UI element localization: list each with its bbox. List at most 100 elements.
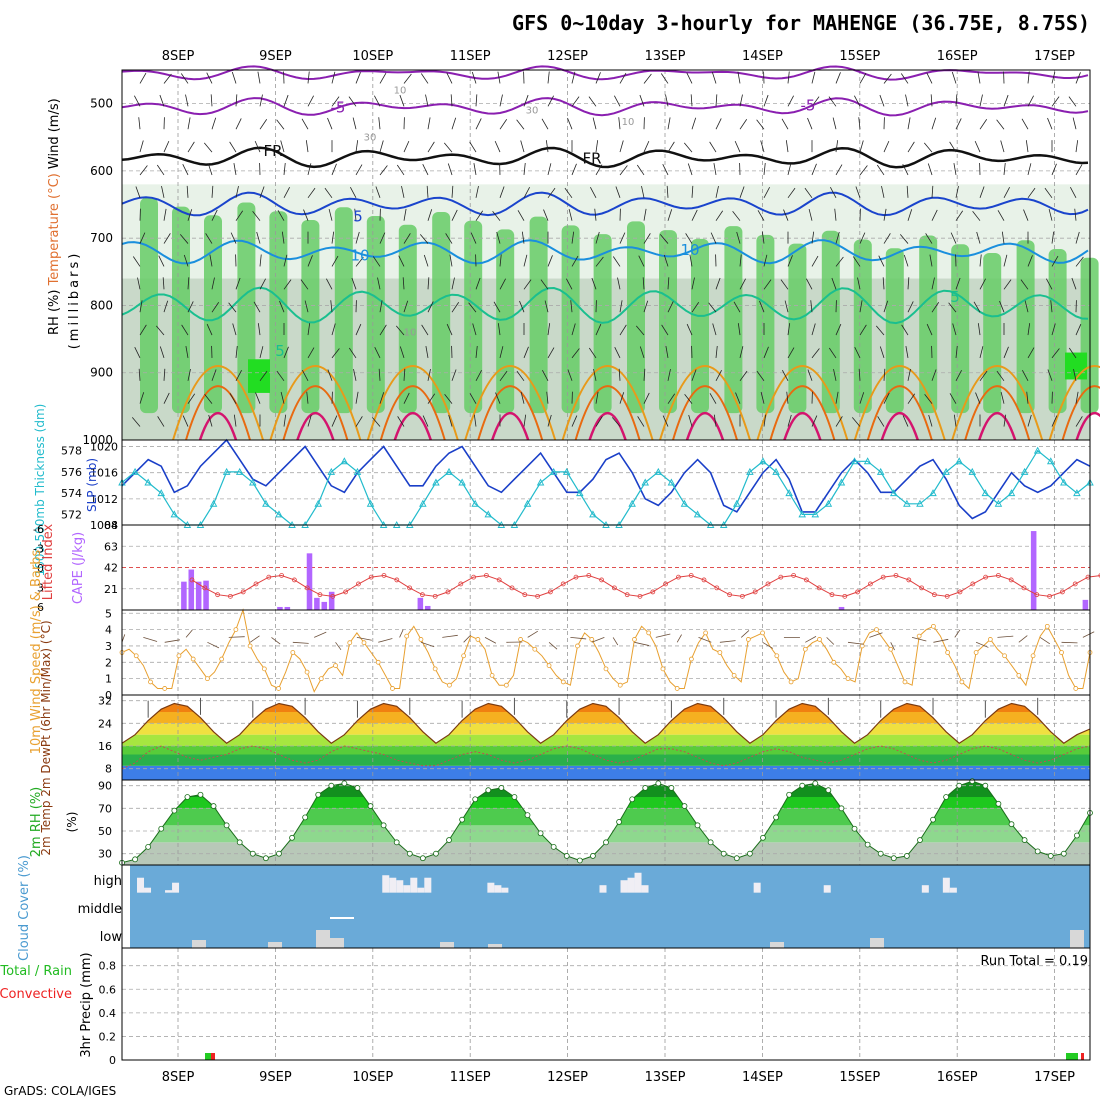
wind-barb <box>547 347 555 359</box>
wind-barb <box>807 117 813 130</box>
wind-speed-point <box>788 679 794 685</box>
wind-speed-point <box>347 640 353 646</box>
rh-point <box>668 785 675 791</box>
wind-speed-point <box>176 653 182 659</box>
rh-point <box>406 850 413 857</box>
wind-barb <box>547 187 556 199</box>
rh-point <box>616 819 622 825</box>
wind-speed-point <box>290 650 296 655</box>
rh-green-column <box>269 211 288 414</box>
temp-contour-darkorange <box>769 385 836 441</box>
wind-barb <box>684 393 693 404</box>
wind-barb <box>1026 391 1029 404</box>
wind-barb <box>331 96 340 107</box>
wind-speed-point <box>233 627 239 633</box>
rh-point <box>629 796 636 803</box>
temp-contour-pink <box>1075 411 1100 441</box>
wind-barb <box>211 369 217 381</box>
wind-barb <box>955 210 964 221</box>
wind-barb <box>547 163 552 176</box>
wind-barb <box>259 254 262 267</box>
wind-barb <box>811 231 815 244</box>
wind-barb <box>667 277 670 290</box>
cloud-low-bar <box>770 942 784 948</box>
lifted-index-point <box>752 589 758 595</box>
wind-barb <box>782 370 789 381</box>
wind-barb <box>1068 347 1077 359</box>
wind-barb <box>787 414 792 427</box>
wind-barb <box>953 163 957 176</box>
wind-barb <box>1075 416 1083 427</box>
rh-point <box>511 794 518 800</box>
rh-point <box>171 807 178 814</box>
wind-barb <box>926 323 933 336</box>
wind-barb <box>547 255 553 267</box>
wind-barb <box>283 279 292 290</box>
wind-barb <box>933 638 949 643</box>
wind-barb <box>484 637 497 644</box>
wind-speed-point <box>475 637 481 642</box>
wind-barb <box>161 185 165 198</box>
wind-barb <box>567 117 573 130</box>
wind-barb <box>259 278 266 290</box>
wind-barb <box>355 416 363 427</box>
wind-speed-point <box>874 627 879 633</box>
wind-barb <box>955 277 961 290</box>
temp-contour-orange <box>561 365 654 441</box>
wind-barb <box>835 140 839 153</box>
date-label: 16SEP <box>937 49 978 64</box>
wind-barb <box>847 641 864 645</box>
wind-barb <box>907 277 910 290</box>
rh-point <box>433 850 439 857</box>
wind-barb <box>665 94 669 107</box>
wind-barb <box>473 414 477 427</box>
lifted-index-point <box>202 585 208 591</box>
wind-barb <box>811 415 818 427</box>
wind-barb <box>826 637 835 645</box>
wind-barb <box>499 370 508 382</box>
wind-barb <box>927 163 933 176</box>
date-label: 13SEP <box>645 1070 686 1085</box>
wind-barb <box>331 348 340 359</box>
wind-barb <box>595 416 603 427</box>
rh-point <box>315 791 322 798</box>
rh-green-column <box>140 197 158 414</box>
wind-barb <box>685 233 693 244</box>
cape-bar <box>277 606 283 610</box>
cloud-high-bar <box>424 877 432 893</box>
wind-barb <box>851 417 861 427</box>
wind-barb <box>355 72 361 84</box>
wind-barb <box>228 302 237 313</box>
wind-barb <box>787 163 792 176</box>
thickness-marker <box>916 499 924 507</box>
wind-barb <box>830 187 837 199</box>
y-tick-label: 600 <box>90 164 113 178</box>
wind-barb <box>619 300 623 313</box>
wind-barb <box>470 232 477 244</box>
wind-barb <box>1044 187 1053 199</box>
wind-barb <box>496 231 501 244</box>
lifted-index-point <box>612 585 617 591</box>
wind-barb <box>660 73 669 84</box>
thickness-marker <box>235 467 244 475</box>
wind-speed-point <box>390 686 395 691</box>
wind-barb <box>139 72 147 84</box>
wind-barb <box>233 163 237 176</box>
wind-barb <box>324 187 333 199</box>
wind-barb <box>828 347 837 359</box>
wind-barb <box>379 324 387 336</box>
wind-barb <box>527 630 538 638</box>
wind-barb <box>499 254 502 267</box>
temp-contour-darkorange <box>672 385 738 441</box>
wind-barb <box>492 210 501 221</box>
y-tick-label: 0 <box>105 689 112 702</box>
wind-barb <box>710 232 717 244</box>
wind-barb <box>276 119 285 130</box>
wind-barb <box>235 210 244 221</box>
wind-barb <box>187 277 190 290</box>
wind-barb <box>1075 72 1081 84</box>
wind-barb <box>185 94 189 107</box>
wind-barb <box>859 165 868 176</box>
wind-barb <box>475 185 479 198</box>
temp-contour-orange <box>756 365 849 441</box>
